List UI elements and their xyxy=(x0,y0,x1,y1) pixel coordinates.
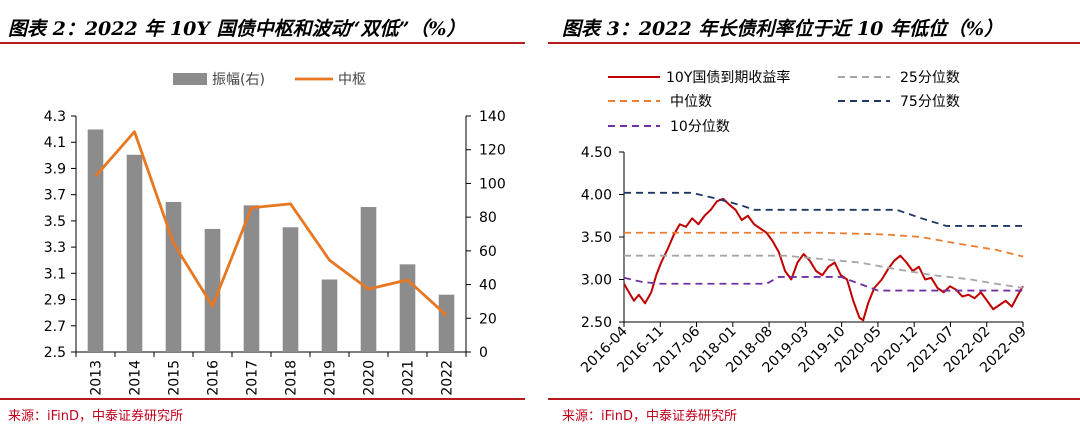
y-left-tick-label: 3.7 xyxy=(44,188,66,204)
y-right-tick-label: 100 xyxy=(479,176,506,192)
y-tick-label: 4.50 xyxy=(581,145,612,161)
source-note-left: 来源：iFinD，中泰证券研究所 xyxy=(8,409,184,424)
y-tick-label: 3.50 xyxy=(581,230,612,246)
bar-line-chart: 4.3 4.1 3.9 3.7 3.5 3.3 3.1 2.9 2.7 2.5 140 120 100 8… xyxy=(44,72,506,396)
x-tick-label: 2020 xyxy=(362,360,378,396)
y-left-tick-label: 4.1 xyxy=(44,135,66,151)
x-tick-label: 2022 xyxy=(440,360,456,396)
x-tick-label: 2014 xyxy=(128,360,144,396)
chart-title-left: 图表 2：2022 年 10Y 国债中枢和波动“双低”（%） xyxy=(8,18,466,40)
y-right-tick-label: 140 xyxy=(479,109,506,125)
legend-label-0: 10Y国债到期收益率 xyxy=(666,69,790,86)
series-line-4 xyxy=(623,276,1023,292)
series-line-2 xyxy=(624,231,1024,258)
panel-left: 图表 2：2022 年 10Y 国债中枢和波动“双低”（%） 4.3 4.1 3.9… xyxy=(0,0,525,433)
y-right-tick-label: 40 xyxy=(479,278,497,294)
bar-2017 xyxy=(243,205,260,352)
x-tick-label: 2018 xyxy=(284,360,300,396)
y-left-tick-label: 3.9 xyxy=(44,161,66,177)
x-tick-label: 2015 xyxy=(167,360,183,396)
x-tick-label: 2021 xyxy=(401,360,417,396)
chart-title-right: 图表 3：2022 年长债利率位于近 10 年低位（%） xyxy=(562,18,1004,40)
y-left-tick-label: 3.1 xyxy=(44,266,66,282)
bar-2016 xyxy=(204,228,221,352)
y-right-tick-label: 20 xyxy=(479,311,497,327)
yield-line-chart: 4.504.003.503.002.502016-042016-112017-0… xyxy=(578,69,1030,376)
y-right-tick-label: 80 xyxy=(479,210,497,226)
x-tick-label: 2019 xyxy=(323,360,339,396)
series-line-0 xyxy=(623,197,1024,322)
x-tick-label: 2013 xyxy=(89,360,105,396)
bar-2013 xyxy=(87,129,104,352)
y-tick-label: 4.00 xyxy=(581,188,612,204)
bar-2018 xyxy=(282,227,299,352)
x-tick-label: 2016 xyxy=(206,360,222,396)
bar-2021 xyxy=(399,264,416,352)
y-left-tick-label: 2.9 xyxy=(44,293,66,309)
y-tick-label: 3.00 xyxy=(581,273,612,289)
legend-label-3: 75分位数 xyxy=(900,94,960,110)
x-tick-label: 2017 xyxy=(245,360,261,396)
source-rule-right xyxy=(548,398,1080,400)
legend-label-1: 25分位数 xyxy=(900,70,960,86)
source-rule-left xyxy=(0,398,525,400)
y-tick-label: 2.50 xyxy=(581,315,612,331)
y-right-tick-label: 0 xyxy=(479,345,488,361)
bar-2015 xyxy=(165,201,182,352)
y-left-tick-label: 4.3 xyxy=(44,109,66,125)
line-center-series xyxy=(94,130,448,317)
title-rule-left xyxy=(0,42,525,44)
bar-2020 xyxy=(360,207,377,352)
title-rule-right xyxy=(548,42,1080,44)
bar-2014 xyxy=(126,154,143,352)
legend-label-center: 中枢 xyxy=(338,72,366,88)
y-right-tick-label: 120 xyxy=(479,143,506,159)
legend-label-2: 中位数 xyxy=(670,94,712,110)
y-left-tick-label: 2.7 xyxy=(44,319,66,335)
y-left-tick-label: 3.5 xyxy=(44,214,66,230)
y-left-tick-label: 2.5 xyxy=(44,345,66,361)
y-left-tick-label: 3.3 xyxy=(44,240,66,256)
bar-2019 xyxy=(321,279,338,352)
series-line-1 xyxy=(624,254,1024,289)
bar-2022 xyxy=(438,294,455,352)
y-right-tick-label: 60 xyxy=(479,244,497,260)
legend-swatch-amplitude xyxy=(173,73,207,85)
legend-label-amplitude: 振幅(右) xyxy=(212,72,265,88)
source-note-right: 来源：iFinD，中泰证券研究所 xyxy=(562,409,738,424)
legend-label-4: 10分位数 xyxy=(670,119,730,135)
panel-right: 图表 3：2022 年长债利率位于近 10 年低位（%） 4.50 4.00 3.5… xyxy=(548,0,1080,433)
series-line-3 xyxy=(624,191,1023,227)
